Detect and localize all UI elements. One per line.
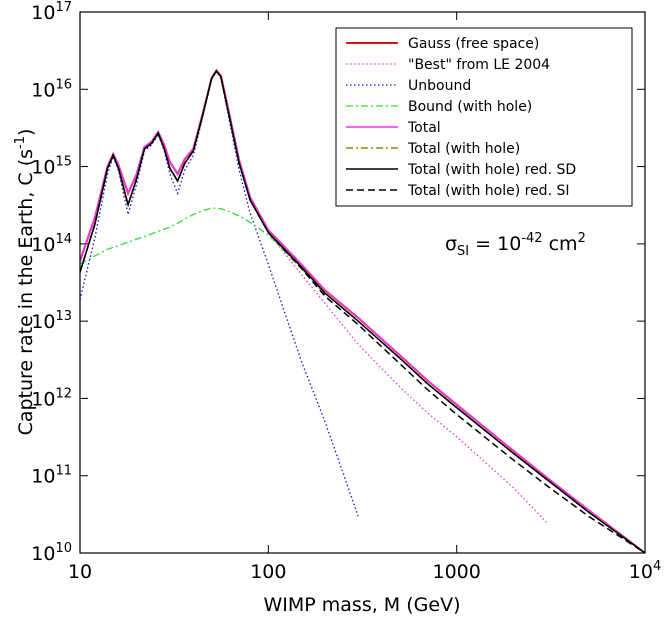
legend-label: Total (407, 120, 441, 136)
x-tick-label: 10 (68, 561, 92, 583)
legend-box (335, 27, 633, 207)
legend-label: Total (with hole) (407, 141, 520, 157)
y-axis-label: Capture rate in the Earth, C (s-1​) (13, 129, 37, 436)
y-tick-label: 1017​ (31, 0, 72, 24)
legend-label: Unbound (408, 78, 471, 94)
legend-label: Gauss (free space) (408, 36, 539, 52)
y-tick-label: 1013​ (31, 309, 72, 333)
y-tick-label: 1012​ (31, 386, 72, 410)
series-line (80, 207, 326, 296)
legend-label: "Best" from LE 2004 (408, 57, 550, 73)
legend-label: Bound (with hole) (408, 99, 532, 115)
x-tick-label: 1000 (432, 561, 480, 583)
legend-label: Total (with hole) red. SD (407, 162, 576, 178)
plot-lines (80, 68, 645, 553)
x-tick-label: 100 (250, 561, 286, 583)
y-tick-label: 1016​ (31, 77, 72, 101)
plot-frame (79, 11, 646, 554)
annotation: σSI​ = 10-42​ cm2​ (445, 231, 586, 259)
series-line (80, 70, 359, 517)
y-tick-label: 1010​ (31, 541, 72, 565)
series-line (80, 69, 645, 553)
x-axis-label: WIMP mass, M (GeV) (264, 594, 461, 616)
y-tick-label: 1011​ (31, 464, 72, 488)
y-tick-label: 1015​ (31, 155, 72, 179)
x-tick-label: 104​ (629, 559, 661, 583)
y-tick-label: 1014​ (31, 232, 72, 256)
legend-label: Total (with hole) red. SI (407, 183, 569, 199)
